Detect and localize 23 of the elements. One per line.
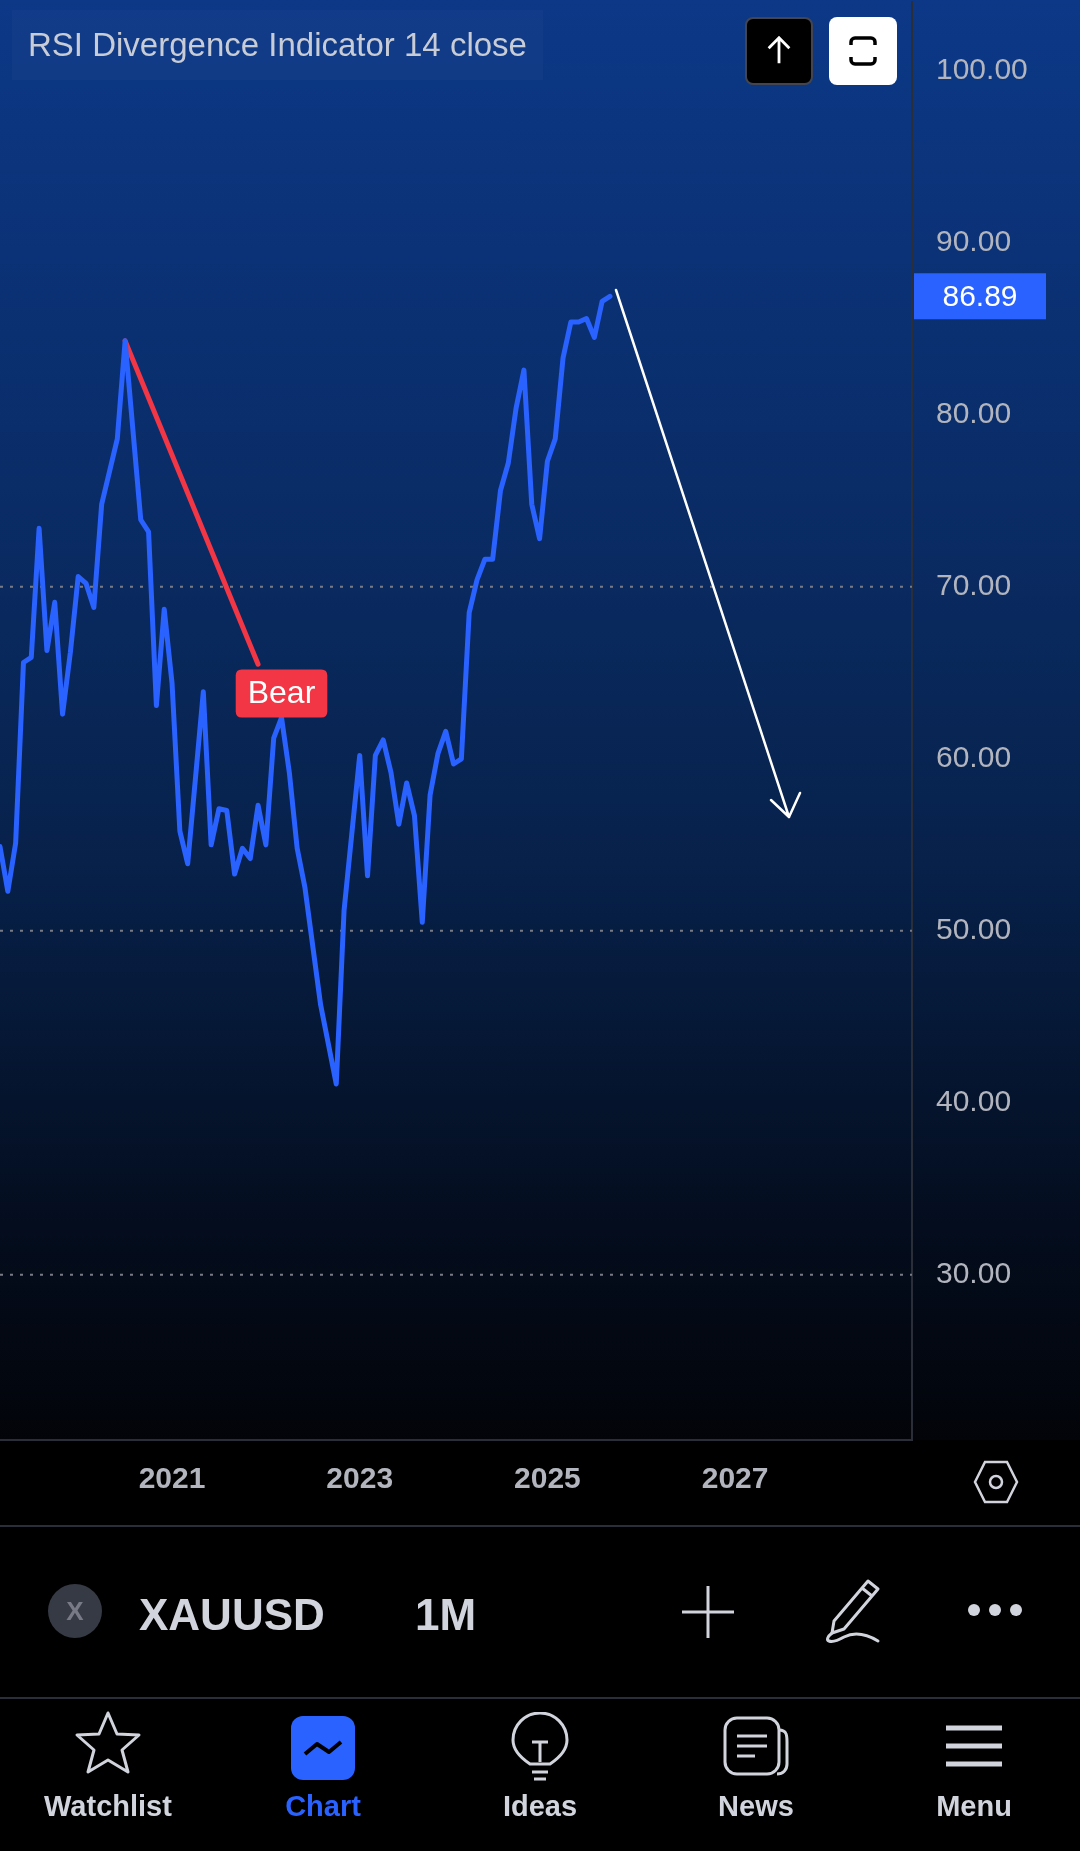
y-tick-label: 70.00 (936, 568, 1012, 602)
text: Menu (935, 1790, 1013, 1823)
annotation: Bear (247, 674, 316, 711)
y-tick-label: 90.00 (936, 224, 1012, 258)
text: 1M (415, 1590, 477, 1640)
x-tick-label: 2025 (514, 1461, 581, 1495)
y-tick-label: 60.00 (936, 740, 1012, 774)
text: News (717, 1790, 795, 1823)
y-tick-label: 30.00 (936, 1256, 1012, 1290)
text: 86.89 (942, 278, 1018, 312)
text: Chart (284, 1790, 362, 1823)
x-tick-label: 2023 (326, 1461, 394, 1495)
y-tick-label: 80.00 (936, 396, 1012, 430)
symbol-avatar: X (48, 1584, 102, 1638)
text: XAUUSD (139, 1590, 325, 1640)
x-tick-label: 2021 (138, 1461, 206, 1495)
text: RSI Divergence Indicator 14 close (12, 10, 543, 80)
text: Watchlist (43, 1790, 173, 1823)
y-tick-label: 40.00 (936, 1084, 1012, 1118)
y-tick-label: 50.00 (936, 912, 1012, 946)
text: Ideas (501, 1790, 579, 1823)
x-tick-label: 2027 (701, 1461, 769, 1495)
y-tick-label: 100.00 (936, 52, 1028, 86)
